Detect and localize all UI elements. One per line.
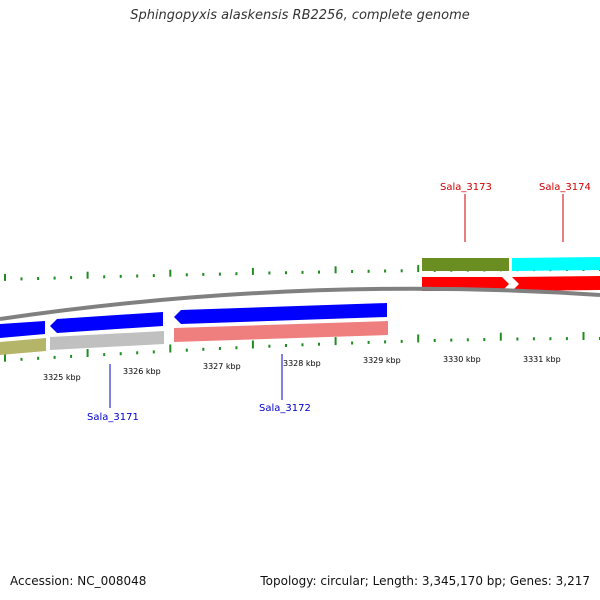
inner-tick-ring: [4, 332, 600, 362]
gene-label-sala-3171[interactable]: Sala_3171: [87, 412, 139, 423]
gene-label-sala-3172[interactable]: Sala_3172: [259, 403, 311, 414]
scale-label-3326: 3326 kbp: [123, 367, 161, 376]
scale-label-3327: 3327 kbp: [203, 362, 241, 371]
map-title: Sphingopyxis alaskensis RB2256, complete…: [130, 8, 470, 23]
genome-summary-text: Topology: circular; Length: 3,345,170 bp…: [260, 574, 590, 588]
genome-backbone: [0, 286, 600, 321]
cog-bar-sala-3174[interactable]: [512, 257, 600, 271]
gene-label-sala-3173[interactable]: Sala_3173: [440, 182, 492, 193]
scale-label-3331: 3331 kbp: [523, 355, 561, 364]
cog-bar-sala-3173[interactable]: [422, 258, 509, 271]
scale-label-3329: 3329 kbp: [363, 356, 401, 365]
cog-bar-left-partial[interactable]: [0, 338, 46, 355]
cds-arrow-left-partial[interactable]: [0, 321, 45, 338]
gene-label-sala-3174[interactable]: Sala_3174: [539, 182, 591, 193]
cog-bar-sala-3172[interactable]: [174, 321, 388, 342]
cds-arrow-sala-3174[interactable]: [512, 276, 600, 291]
scale-label-3330: 3330 kbp: [443, 355, 481, 364]
cds-arrow-sala-3171[interactable]: [50, 312, 163, 333]
cog-bar-sala-3171[interactable]: [50, 331, 164, 350]
accession-text: Accession: NC_008048: [10, 574, 147, 588]
cds-arrow-sala-3172[interactable]: [174, 303, 387, 324]
outer-tick-ring: [4, 264, 600, 281]
scale-label-3325: 3325 kbp: [43, 373, 81, 382]
scale-label-3328: 3328 kbp: [283, 359, 321, 368]
